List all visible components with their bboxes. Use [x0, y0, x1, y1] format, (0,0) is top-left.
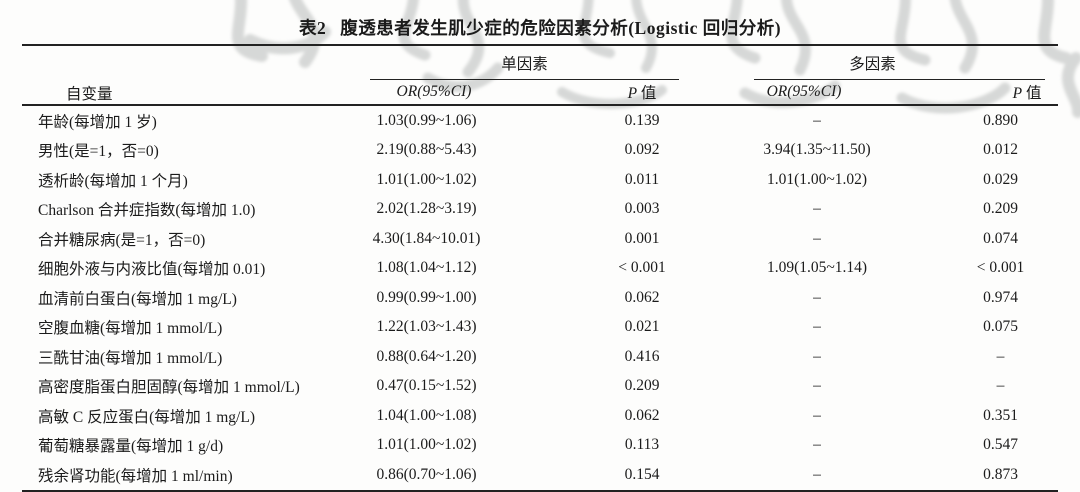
cell-uni_p: 0.139 [624, 111, 660, 129]
cell-label: 空腹血糖(每增加 1 mmol/L) [38, 320, 223, 338]
cell-multi_or: – [813, 200, 821, 218]
cell-label: 高密度脂蛋白胆固醇(每增加 1 mmol/L) [38, 379, 300, 397]
cell-uni_p: 0.011 [624, 170, 660, 188]
cell-label: 血清前白蛋白(每增加 1 mg/L) [38, 290, 237, 308]
cell-uni_or: 1.08(1.04~1.12) [376, 259, 477, 277]
cell-uni_or: 0.88(0.64~1.20) [376, 347, 477, 365]
cell-uni_or: 1.01(1.00~1.02) [376, 436, 477, 454]
cell-multi_p: 0.075 [983, 318, 1018, 336]
table-row: 残余肾功能(每增加 1 ml/min) 0.86(0.70~1.06) 0.154 –… [22, 460, 1058, 491]
cell-multi_p: – [996, 377, 1005, 395]
logistic-regression-table: 自变量 单因素 多因素 OR(95%CI) P 值 OR(95%CI) P 值 … [22, 44, 1059, 492]
table-caption: 表2 腹透患者发生肌少症的危险因素分析(Logistic 回归分析) [0, 16, 1080, 40]
cell-multi_p: 0.351 [983, 406, 1018, 424]
cell-uni_p: < 0.001 [618, 259, 666, 277]
col-header-multivariate-or: OR(95%CI) [766, 83, 842, 100]
cell-multi_or: – [813, 465, 821, 483]
cell-multi_p: 0.209 [983, 200, 1018, 218]
cell-multi_or: 3.94(1.35~11.50) [763, 141, 871, 159]
cell-uni_or: 1.22(1.03~1.43) [376, 318, 477, 336]
cell-uni_p: 0.021 [624, 318, 660, 336]
cell-uni_or: 4.30(1.84~10.01) [372, 229, 481, 247]
cell-label: 三酰甘油(每增加 1 mmol/L) [38, 349, 223, 367]
table-row: 透析龄(每增加 1 个月) 1.01(1.00~1.02) 0.011 1.01(1.… [22, 165, 1058, 195]
table-row: 年龄(每增加 1 岁) 1.03(0.99~1.06) 0.139 – 0.890 [22, 105, 1058, 136]
table-row: Charlson 合并症指数(每增加 1.0) 2.02(1.28~3.19) 0.… [22, 195, 1058, 225]
cell-uni_p: 0.001 [624, 229, 660, 247]
cell-uni_p: 0.113 [624, 436, 660, 454]
group-header-univariate: 单因素 [350, 45, 722, 80]
cell-uni_or: 0.99(0.99~1.00) [376, 288, 477, 306]
table-header: 自变量 单因素 多因素 OR(95%CI) P 值 OR(95%CI) P 值 [22, 45, 1059, 105]
table-row: 细胞外液与内液比值(每增加 0.01) 1.08(1.04~1.12) < 0.00… [22, 254, 1058, 284]
table-row: 高密度脂蛋白胆固醇(每增加 1 mmol/L) 0.47(0.15~1.52) 0.… [22, 372, 1058, 402]
cell-multi_p: 0.012 [983, 141, 1018, 159]
cell-label: 葡萄糖暴露量(每增加 1 g/d) [38, 438, 224, 456]
cell-uni_or: 1.03(0.99~1.06) [376, 111, 477, 129]
univariate-label: 单因素 [501, 56, 548, 73]
cell-uni_p: 0.092 [624, 141, 660, 159]
table-row: 高敏 C 反应蛋白(每增加 1 mg/L) 1.04(1.00~1.08) 0.06… [22, 401, 1058, 431]
cell-multi_or: 1.09(1.05~1.14) [766, 259, 868, 277]
cell-uni_or: 0.86(0.70~1.06) [376, 465, 477, 483]
table-row: 三酰甘油(每增加 1 mmol/L) 0.88(0.64~1.20) 0.416 – – [22, 342, 1058, 372]
cell-multi_p: 0.890 [983, 111, 1018, 129]
cell-multi_or: – [813, 347, 821, 365]
cell-uni_p: 0.416 [624, 347, 660, 365]
table-row: 空腹血糖(每增加 1 mmol/L) 1.22(1.03~1.43) 0.021 – 0… [22, 313, 1058, 343]
table-body: 年龄(每增加 1 岁) 1.03(0.99~1.06) 0.139 – 0.890 男性(… [22, 105, 1058, 491]
cell-uni_or: 0.47(0.15~1.52) [376, 377, 477, 395]
cell-uni_or: 1.04(1.00~1.08) [376, 406, 477, 424]
cell-multi_or: – [813, 229, 821, 247]
multivariate-label: 多因素 [849, 56, 896, 73]
table-number: 表2 [298, 18, 327, 38]
cell-multi_or: – [813, 406, 821, 424]
cell-uni_or: 2.19(0.88~5.43) [376, 141, 477, 159]
cell-label: 残余肾功能(每增加 1 ml/min) [38, 467, 233, 485]
cell-label: 透析龄(每增加 1 个月) [38, 172, 188, 190]
table-row: 男性(是=1，否=0) 2.19(0.88~5.43) 0.092 3.94(1.35… [22, 136, 1058, 166]
cell-label: 男性(是=1，否=0) [38, 143, 159, 161]
cell-multi_or: – [813, 318, 821, 336]
cell-multi_p: 0.547 [983, 436, 1018, 454]
col-header-univariate-or: OR(95%CI) [396, 83, 472, 100]
cell-multi_p: < 0.001 [976, 259, 1025, 277]
cell-multi_p: 0.029 [983, 170, 1018, 188]
cell-uni_p: 0.062 [624, 406, 660, 424]
cell-multi_p: 0.074 [983, 229, 1018, 247]
cell-multi_p: – [996, 347, 1005, 365]
cell-uni_or: 2.02(1.28~3.19) [376, 200, 477, 218]
cell-multi_or: – [813, 436, 821, 454]
cell-multi_p: 0.873 [983, 465, 1018, 483]
cell-multi_or: 1.01(1.00~1.02) [766, 170, 868, 188]
cell-multi_p: 0.974 [983, 288, 1018, 306]
cell-multi_or: – [813, 377, 821, 395]
cell-label: 细胞外液与内液比值(每增加 0.01) [38, 261, 266, 279]
group-header-multivariate: 多因素 [722, 45, 1058, 80]
cell-uni_p: 0.209 [624, 377, 660, 395]
cell-uni_or: 1.01(1.00~1.02) [376, 170, 477, 188]
cell-label: 高敏 C 反应蛋白(每增加 1 mg/L) [38, 408, 255, 426]
cell-label: 年龄(每增加 1 岁) [38, 113, 157, 131]
table-row: 合并糖尿病(是=1，否=0) 4.30(1.84~10.01) 0.001 – 0.07… [22, 224, 1058, 254]
cell-uni_p: 0.003 [624, 200, 660, 218]
cell-multi_or: – [813, 288, 821, 306]
cell-uni_p: 0.154 [624, 465, 660, 483]
cell-label: Charlson 合并症指数(每增加 1.0) [38, 202, 256, 220]
col-header-variable: 自变量 [66, 86, 113, 103]
table-row: 葡萄糖暴露量(每增加 1 g/d) 1.01(1.00~1.02) 0.113 – 0.… [22, 431, 1058, 461]
cell-label: 合并糖尿病(是=1，否=0) [38, 231, 206, 249]
cell-multi_or: – [813, 111, 821, 129]
table-title-text: 腹透患者发生肌少症的危险因素分析(Logistic 回归分析) [340, 18, 782, 38]
col-header-univariate-p: P 值 [627, 85, 657, 102]
col-header-multivariate-p: P 值 [1012, 85, 1042, 102]
table-row: 血清前白蛋白(每增加 1 mg/L) 0.99(0.99~1.00) 0.062 – 0… [22, 283, 1058, 313]
cell-uni_p: 0.062 [624, 288, 660, 306]
